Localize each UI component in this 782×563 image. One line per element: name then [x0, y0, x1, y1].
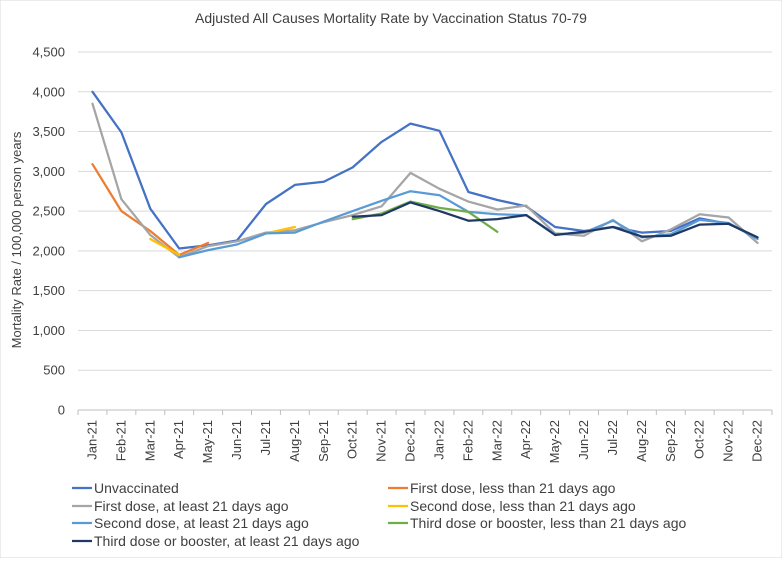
y-tick-label: 0 — [58, 403, 65, 418]
y-tick-label: 1,500 — [32, 283, 65, 298]
x-tick-label: Apr-21 — [171, 420, 186, 459]
series-3 — [91, 102, 759, 259]
legend-label: Unvaccinated — [94, 480, 179, 496]
x-tick-label: Dec-21 — [403, 420, 418, 462]
legend-label: Third dose or booster, at least 21 days … — [94, 533, 360, 549]
x-tick-label: Nov-21 — [374, 420, 389, 462]
x-tick-label: Jan-21 — [84, 420, 99, 460]
series-lines — [91, 90, 759, 259]
x-tick-label: Sep-21 — [316, 420, 331, 462]
axes: 0 500 1,000 1,500 2,000 2,500 3,000 3,500 4,000 4… — [32, 45, 773, 463]
legend-item: Third dose or booster, less than 21 days… — [388, 515, 686, 531]
legend-item: Second dose, at least 21 days ago — [72, 515, 309, 531]
y-axis-title: Mortality Rate / 100,000 person years — [9, 131, 24, 348]
y-tick-label: 2,500 — [32, 204, 65, 219]
series-line — [149, 237, 181, 257]
x-tick-label: Sep-22 — [663, 420, 678, 462]
legend-label: First dose, less than 21 days ago — [410, 480, 616, 496]
y-tick-label: 3,000 — [32, 164, 65, 179]
x-tick-label: Apr-22 — [518, 420, 533, 459]
legend: Unvaccinated First dose, less than 21 day… — [72, 480, 686, 549]
y-tick-label: 4,500 — [32, 45, 65, 60]
legend-item: Third dose or booster, at least 21 days … — [72, 533, 360, 549]
legend-label: First dose, at least 21 days ago — [94, 498, 289, 514]
x-tick-label: Mar-21 — [142, 420, 157, 461]
x-tick-label: Jun-21 — [229, 420, 244, 460]
series-line — [91, 163, 210, 257]
legend-label: Second dose, less than 21 days ago — [410, 498, 636, 514]
y-tick-label: 1,000 — [32, 323, 65, 338]
y-tick-label: 500 — [43, 363, 65, 378]
x-tick-label: Jul-21 — [258, 420, 273, 455]
series-line — [351, 201, 759, 239]
x-tick-label: Jan-22 — [431, 420, 446, 460]
x-tick-label: Oct-22 — [692, 420, 707, 459]
legend-item: Second dose, less than 21 days ago — [388, 498, 636, 514]
x-tick-label: Feb-21 — [113, 420, 128, 461]
legend-item: First dose, at least 21 days ago — [72, 498, 289, 514]
legend-item: First dose, less than 21 days ago — [388, 480, 616, 496]
x-tick-label: Nov-22 — [721, 420, 736, 462]
series-7 — [351, 201, 759, 239]
x-tick-label: Feb-22 — [460, 420, 475, 461]
x-tick-label: Aug-21 — [287, 420, 302, 462]
x-tick-label: Jun-22 — [576, 420, 591, 460]
x-tick-label: Mar-22 — [489, 420, 504, 461]
x-tick-label: May-21 — [200, 420, 215, 463]
y-tick-label: 2,000 — [32, 243, 65, 258]
x-tick-label: Dec-22 — [750, 420, 765, 462]
chart-title: Adjusted All Causes Mortality Rate by Va… — [195, 10, 587, 26]
x-tick-label: Jul-22 — [605, 420, 620, 455]
series-2 — [91, 163, 210, 257]
series-line — [91, 102, 759, 259]
legend-item: Unvaccinated — [72, 480, 179, 496]
legend-label: Third dose or booster, less than 21 days… — [410, 515, 686, 531]
x-tick-label: Aug-22 — [634, 420, 649, 462]
y-tick-label: 4,000 — [32, 84, 65, 99]
x-tick-label: May-22 — [547, 420, 562, 463]
y-tick-label: 3,500 — [32, 124, 65, 139]
legend-label: Second dose, at least 21 days ago — [94, 515, 309, 531]
x-tick-label: Oct-21 — [345, 420, 360, 459]
